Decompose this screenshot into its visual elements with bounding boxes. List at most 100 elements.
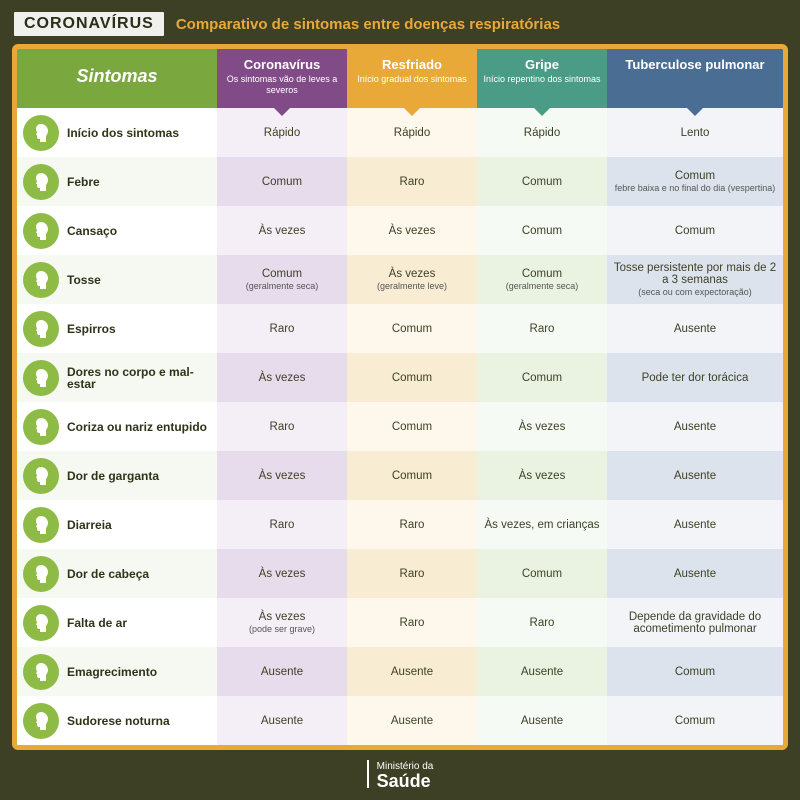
col-header-tuberculose: Tuberculose pulmonar (607, 49, 783, 108)
value-cell: Raro (347, 549, 477, 598)
value-cell: Comum(geralmente seca) (477, 255, 607, 304)
value-cell: Ausente (347, 647, 477, 696)
symptom-label: Tosse (67, 274, 101, 286)
value-cell: Raro (217, 500, 347, 549)
person-icon (29, 121, 53, 145)
page-header: CORONAVÍRUS Comparativo de sintomas entr… (12, 10, 788, 38)
table-row: Sudorese noturnaAusenteAusenteAusenteCom… (17, 696, 783, 745)
person-icon (29, 513, 53, 537)
person-icon (29, 415, 53, 439)
table-row: Dores no corpo e mal-estarÀs vezesComumC… (17, 353, 783, 402)
symptom-cell: Dor de cabeça (17, 549, 217, 598)
person-icon (29, 219, 53, 243)
table-body: Início dos sintomasRápidoRápidoRápidoLen… (17, 108, 783, 745)
table-row: Coriza ou nariz entupidoRaroComumÀs veze… (17, 402, 783, 451)
value-cell: Ausente (347, 696, 477, 745)
night-sweat-icon (23, 703, 59, 739)
symptom-cell: Falta de ar (17, 598, 217, 647)
person-icon (29, 366, 53, 390)
value-cell: Ausente (217, 696, 347, 745)
value-cell: Ausente (607, 549, 783, 598)
value-cell: Comum (347, 304, 477, 353)
symptom-label: Diarreia (67, 519, 112, 531)
value-cell: Às vezes (347, 206, 477, 255)
value-cell: Raro (477, 304, 607, 353)
value-cell: Ausente (477, 647, 607, 696)
table-row: Dor de gargantaÀs vezesComumÀs vezesAuse… (17, 451, 783, 500)
symptom-label: Espirros (67, 323, 116, 335)
value-cell: Comum (347, 353, 477, 402)
table-row: Dor de cabeça Às vezesRaroComumAusente (17, 549, 783, 598)
value-cell: Raro (217, 402, 347, 451)
chevron-down-icon (274, 108, 290, 116)
symptom-cell: Diarreia (17, 500, 217, 549)
sore-throat-icon (23, 458, 59, 494)
value-cell: Depende da gravidade do acometimento pul… (607, 598, 783, 647)
value-cell: Às vezes(pode ser grave) (217, 598, 347, 647)
table-row: EspirrosRaroComumRaroAusente (17, 304, 783, 353)
symptom-cell: Coriza ou nariz entupido (17, 402, 217, 451)
value-cell: Às vezes, em crianças (477, 500, 607, 549)
table-header-row: Sintomas Coronavírus Os sintomas vão de … (17, 49, 783, 108)
weight-loss-icon (23, 654, 59, 690)
table-row: DiarreiaRaroRaroÀs vezes, em criançasAus… (17, 500, 783, 549)
fever-icon (23, 164, 59, 200)
symptom-cell: Cansaço (17, 206, 217, 255)
col-header-coronavirus: Coronavírus Os sintomas vão de leves a s… (217, 49, 347, 108)
page-subtitle: Comparativo de sintomas entre doenças re… (176, 16, 560, 33)
value-cell: Às vezes (477, 402, 607, 451)
value-cell: Raro (217, 304, 347, 353)
table-row: FebreComumRaroComumComumfebre baixa e no… (17, 157, 783, 206)
symptom-label: Falta de ar (67, 617, 127, 629)
symptom-label: Cansaço (67, 225, 117, 237)
symptom-cell: Tosse (17, 255, 217, 304)
symptom-label: Dores no corpo e mal-estar (67, 366, 211, 390)
value-cell: Ausente (607, 402, 783, 451)
value-cell: Comum (607, 206, 783, 255)
value-cell: Comum (477, 353, 607, 402)
symptom-cell: Sudorese noturna (17, 696, 217, 745)
value-cell: Às vezes (217, 353, 347, 402)
value-cell: Comumfebre baixa e no final do dia (vesp… (607, 157, 783, 206)
table-row: Início dos sintomasRápidoRápidoRápidoLen… (17, 108, 783, 157)
symptom-cell: Emagrecimento (17, 647, 217, 696)
person-icon (29, 464, 53, 488)
symptom-label: Sudorese noturna (67, 715, 170, 727)
symptom-label: Febre (67, 176, 100, 188)
col-header-resfriado: Resfriado Início gradual dos sintomas (347, 49, 477, 108)
person-icon (29, 562, 53, 586)
chevron-down-icon (687, 108, 703, 116)
symptom-label: Início dos sintomas (67, 127, 179, 139)
value-cell: Comum (347, 402, 477, 451)
value-cell: Comum (477, 157, 607, 206)
person-icon (29, 660, 53, 684)
symptom-cell: Dor de garganta (17, 451, 217, 500)
symptom-label: Dor de cabeça (67, 568, 149, 580)
value-cell: Comum (477, 549, 607, 598)
table-row: CansaçoÀs vezesÀs vezesComumComum (17, 206, 783, 255)
footer-logo: Ministério da Saúde (12, 760, 788, 788)
person-icon (29, 170, 53, 194)
runny-nose-icon (23, 409, 59, 445)
value-cell: Ausente (607, 451, 783, 500)
person-icon (29, 611, 53, 635)
value-cell: Às vezes (217, 451, 347, 500)
value-cell: Comum (217, 157, 347, 206)
symptom-cell: Início dos sintomas (17, 108, 217, 157)
body-ache-icon (23, 360, 59, 396)
symptom-cell: Febre (17, 157, 217, 206)
value-cell: Ausente (217, 647, 347, 696)
table-row: Falta de arÀs vezes(pode ser grave)RaroR… (17, 598, 783, 647)
person-icon (29, 317, 53, 341)
col-header-sintomas: Sintomas (17, 49, 217, 108)
table-row: EmagrecimentoAusenteAusenteAusenteComum (17, 647, 783, 696)
person-icon (29, 709, 53, 733)
value-cell: Comum (347, 451, 477, 500)
value-cell: Às vezes (217, 549, 347, 598)
toilet-icon (23, 507, 59, 543)
value-cell: Às vezes (477, 451, 607, 500)
table-row: TosseComum(geralmente seca)Às vezes(gera… (17, 255, 783, 304)
value-cell: Pode ter dor torácica (607, 353, 783, 402)
symptom-cell: Dores no corpo e mal-estar (17, 353, 217, 402)
value-cell: Comum(geralmente seca) (217, 255, 347, 304)
